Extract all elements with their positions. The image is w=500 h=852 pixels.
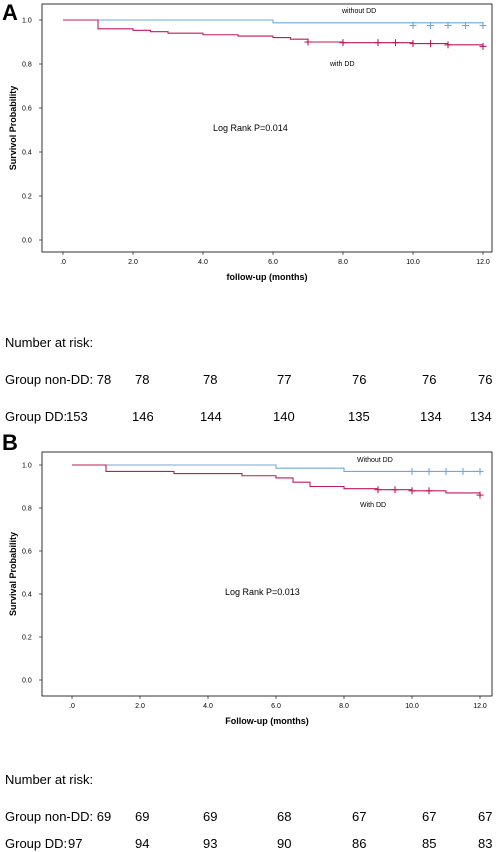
risk-label: Group DD: — [5, 409, 68, 424]
x-tick-label: 12.0 — [476, 259, 490, 266]
risk-value: 140 — [273, 409, 295, 424]
risk-value: 67 — [422, 809, 437, 824]
x-tick-label: .0 — [69, 703, 75, 710]
y-tick-label: 0.6 — [22, 549, 32, 556]
risk-value: 85 — [422, 836, 437, 851]
risk-value: 134 — [420, 409, 442, 424]
x-tick-label: 10.0 — [405, 703, 419, 710]
risk-value: 153 — [66, 409, 88, 424]
panel-b-letter: B — [2, 430, 18, 455]
risk-value: 144 — [200, 409, 222, 424]
x-axis-title: Follow-up (months) — [225, 716, 308, 726]
risk-value: 78 — [135, 372, 150, 387]
x-tick-label: 4.0 — [198, 259, 208, 266]
risk-value: 83 — [478, 836, 493, 851]
risk-value: 69 — [203, 809, 218, 824]
y-tick-label: 0.0 — [22, 238, 32, 245]
panel-a-letter: A — [2, 0, 18, 25]
survival-curve-0 — [63, 19, 483, 24]
risk-title-b: Number at risk: — [5, 772, 94, 787]
km-chart-b: 0.0 0.2 0.4 0.6 0.8 1.0 .0 2.0 4.0 6.0 8.0 10.0 12.0… — [8, 451, 493, 726]
plot-frame — [41, 451, 493, 697]
series-label: Without DD — [357, 457, 393, 464]
risk-label: Group non-DD: 69 — [5, 809, 112, 824]
x-tick-label: 8.0 — [338, 259, 348, 266]
y-tick-label: 0.8 — [22, 506, 32, 513]
x-tick-label: 10.0 — [406, 259, 420, 266]
risk-label: Group DD: — [5, 836, 68, 851]
risk-label: Group non-DD: 78 — [5, 372, 112, 387]
series-label: With DD — [360, 502, 386, 509]
km-chart-a: 0.0 0.2 0.4 0.6 0.8 1.0 .0 2.0 4.0 6.0 8.0 10.0 12.0… — [8, 3, 493, 282]
risk-value: 97 — [68, 836, 83, 851]
y-tick-label: 0.8 — [22, 62, 32, 69]
risk-row-b-dd: Group DD: 97 94 93 90 86 85 83 — [0, 836, 500, 852]
x-tick-label: 4.0 — [203, 703, 213, 710]
log-rank-annotation: Log Rank P=0.013 — [225, 587, 300, 597]
series-label: without DD — [341, 8, 376, 15]
risk-value: 76 — [478, 372, 493, 387]
y-tick-label: 1.0 — [22, 18, 32, 25]
y-tick-label: 0.6 — [22, 106, 32, 113]
risk-value: 94 — [135, 836, 150, 851]
x-tick-label: 6.0 — [271, 703, 281, 710]
y-tick-label: 0.2 — [22, 194, 32, 201]
risk-value: 77 — [277, 372, 292, 387]
series-label: with DD — [329, 61, 355, 68]
risk-value: 69 — [135, 809, 150, 824]
survival-curve-1 — [72, 464, 481, 496]
x-tick-label: 6.0 — [268, 259, 278, 266]
risk-value: 86 — [352, 836, 367, 851]
risk-value: 67 — [478, 809, 493, 824]
risk-row-a-nondd: Group non-DD: 78 78 78 77 76 76 76 — [0, 372, 500, 388]
survival-curve-1 — [63, 19, 484, 47]
risk-value: 68 — [277, 809, 292, 824]
x-tick-label: 8.0 — [339, 703, 349, 710]
risk-value: 67 — [352, 809, 367, 824]
risk-value: 76 — [422, 372, 437, 387]
y-axis-title: Survivol Probability — [8, 86, 18, 171]
x-tick-label: .0 — [60, 259, 66, 266]
risk-value: 134 — [470, 409, 492, 424]
risk-value: 76 — [352, 372, 367, 387]
risk-row-b-nondd: Group non-DD: 69 69 69 68 67 67 67 — [0, 809, 500, 825]
x-tick-label: 2.0 — [128, 259, 138, 266]
risk-value: 146 — [132, 409, 154, 424]
y-tick-label: 0.4 — [22, 592, 32, 599]
y-axis-title: Survival Probability — [8, 532, 18, 616]
risk-title-a: Number at risk: — [5, 335, 94, 350]
risk-value: 135 — [348, 409, 370, 424]
y-tick-label: 0.4 — [22, 150, 32, 157]
risk-row-a-dd: Group DD: 153 146 144 140 135 134 134 — [0, 409, 500, 425]
plot-frame — [41, 3, 493, 253]
x-tick-label: 2.0 — [135, 703, 145, 710]
risk-value: 93 — [203, 836, 218, 851]
x-axis-title: follow-up (months) — [227, 272, 308, 282]
risk-value: 78 — [203, 372, 218, 387]
log-rank-annotation: Log Rank P=0.014 — [213, 123, 288, 133]
y-tick-label: 0.0 — [22, 678, 32, 685]
y-tick-label: 0.2 — [22, 635, 32, 642]
survival-curve-0 — [72, 464, 480, 472]
y-tick-label: 1.0 — [22, 463, 32, 470]
x-tick-label: 12.0 — [473, 703, 487, 710]
risk-value: 90 — [277, 836, 292, 851]
